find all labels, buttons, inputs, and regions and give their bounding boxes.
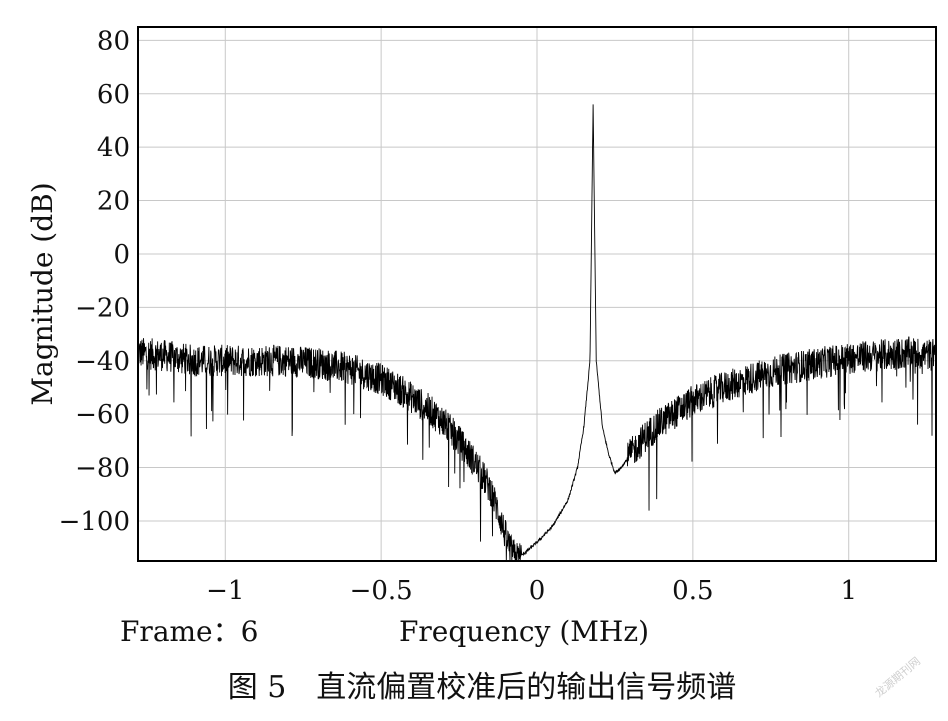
y-axis-title: Magnitude (dB) — [26, 182, 59, 405]
x-tick-label: 0.5 — [672, 576, 713, 606]
y-tick-label: 0 — [113, 240, 130, 270]
x-tick-label: −1 — [206, 576, 244, 606]
watermark-text: 龙源期刊网 — [872, 654, 923, 700]
y-tick-label: 20 — [97, 187, 130, 217]
grid-lines — [138, 27, 936, 561]
frame-label: Frame：6 — [120, 615, 258, 648]
y-axis-ticks: 80 60 40 20 0 −20 −40 −60 −80 −100 — [59, 26, 130, 537]
series-line-magnitude — [137, 104, 937, 562]
y-tick-label: −80 — [75, 454, 130, 484]
figure-caption: 图 5 直流偏置校准后的输出信号频谱 — [228, 670, 737, 705]
y-tick-label: 80 — [97, 26, 130, 56]
x-tick-label: 1 — [840, 576, 857, 606]
y-tick-label: 40 — [97, 133, 130, 163]
x-tick-label: −0.5 — [350, 576, 413, 606]
x-axis-title: Frequency (MHz) — [399, 615, 649, 648]
y-tick-label: −40 — [75, 347, 130, 377]
y-tick-label: −60 — [75, 400, 130, 430]
y-tick-label: −100 — [59, 507, 130, 537]
y-tick-label: −20 — [75, 293, 130, 323]
plot-frame — [137, 26, 937, 562]
y-tick-label: 60 — [97, 80, 130, 110]
x-axis-ticks: −1 −0.5 0 0.5 1 — [206, 576, 857, 606]
x-tick-label: 0 — [529, 576, 546, 606]
